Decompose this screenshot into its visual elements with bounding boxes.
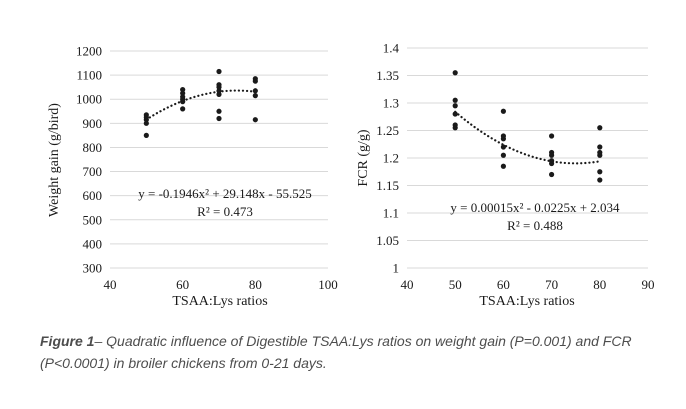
- data-point: [216, 68, 222, 75]
- data-point: [216, 82, 222, 88]
- trendline: [454, 110, 601, 165]
- x-tick-label: 40: [104, 277, 117, 292]
- weight-gain-chart: 300 400 500 600 700 800 900 1000 1100 1200 40 60 80 1…: [47, 44, 338, 310]
- y-tick-label: 1.1: [383, 206, 399, 221]
- y-tick-label: 400: [83, 236, 103, 251]
- data-point: [143, 132, 149, 138]
- x-axis-title: TSAA:Lys ratios: [172, 294, 267, 309]
- data-point: [180, 94, 186, 100]
- data-point: [500, 152, 506, 158]
- data-point: [452, 122, 458, 128]
- r-squared-label: R² = 0.488: [507, 218, 563, 233]
- data-point: [452, 111, 458, 117]
- data-point: [216, 88, 222, 94]
- y-tick-label: 700: [83, 164, 103, 179]
- y-tick-label: 1.35: [376, 68, 399, 83]
- data-point: [180, 86, 186, 93]
- x-tick-label: 80: [593, 277, 606, 292]
- data-point: [143, 120, 149, 126]
- y-tick-label: 300: [83, 261, 103, 276]
- data-point: [549, 149, 555, 156]
- data-point: [500, 163, 506, 169]
- data-point: [549, 158, 555, 164]
- y-tick-label: 800: [83, 140, 103, 155]
- x-tick-label: 40: [401, 277, 414, 292]
- r-squared-label: R² = 0.473: [197, 204, 253, 219]
- x-tick-label: 90: [642, 277, 655, 292]
- fcr-chart: 1 1.05 1.1 1.15 1.2 1.25 1.3 1.35 1.4 40 50 60 70 80 9…: [356, 41, 655, 310]
- x-tick-label: 50: [449, 277, 462, 292]
- x-tick-label: 60: [176, 277, 189, 292]
- data-point: [143, 112, 149, 118]
- data-point: [452, 97, 458, 103]
- data-point: [252, 93, 258, 99]
- data-point: [180, 90, 186, 96]
- data-point: [549, 133, 555, 139]
- y-tick-label: 1.2: [383, 151, 399, 166]
- figure-caption: Figure 1– Quadratic influence of Digesti…: [40, 330, 660, 374]
- y-tick-label: 1200: [76, 44, 102, 59]
- y-tick-label: 1.4: [383, 41, 400, 56]
- data-point: [452, 70, 458, 76]
- data-point: [216, 91, 222, 97]
- data-point: [500, 133, 506, 139]
- data-point: [252, 76, 258, 82]
- y-axis-title: FCR (g/g): [356, 129, 371, 187]
- data-point: [500, 144, 506, 150]
- data-point: [252, 88, 258, 94]
- data-point: [597, 177, 603, 183]
- y-tick-label: 1000: [76, 92, 102, 107]
- y-axis-title: Weight gain (g/bird): [47, 103, 62, 217]
- y-tick-label: 600: [83, 188, 103, 203]
- y-tick-label: 1: [393, 261, 400, 276]
- x-tick-label: 70: [545, 277, 558, 292]
- data-point: [216, 108, 222, 114]
- data-point: [252, 117, 258, 123]
- data-point: [500, 108, 506, 114]
- trendline: [145, 89, 257, 121]
- y-tick-label: 1.05: [376, 233, 399, 248]
- y-tick-label: 500: [83, 212, 103, 227]
- x-tick-label: 100: [318, 277, 338, 292]
- x-tick-label: 80: [249, 277, 262, 292]
- y-tick-label: 900: [83, 116, 103, 131]
- data-point: [597, 149, 603, 156]
- trendline-equation: y = -0.1946x² + 29.148x - 55.525: [138, 186, 311, 201]
- data-point: [180, 106, 186, 112]
- y-tick-label: 1.3: [383, 96, 399, 111]
- y-tick-label: 1.15: [376, 178, 399, 193]
- y-tick-label: 1.25: [376, 123, 399, 138]
- trendline-equation: y = 0.00015x² - 0.0225x + 2.034: [450, 200, 620, 215]
- x-axis-title: TSAA:Lys ratios: [479, 294, 574, 309]
- caption-label: Figure 1: [40, 333, 95, 349]
- y-tick-label: 1100: [76, 68, 102, 83]
- data-point: [216, 115, 222, 122]
- data-point: [597, 125, 603, 131]
- data-point: [452, 103, 458, 109]
- data-point: [549, 171, 555, 178]
- data-point: [597, 144, 603, 150]
- data-point: [597, 169, 603, 175]
- caption-text: – Quadratic influence of Digestible TSAA…: [40, 333, 632, 371]
- x-tick-label: 60: [497, 277, 510, 292]
